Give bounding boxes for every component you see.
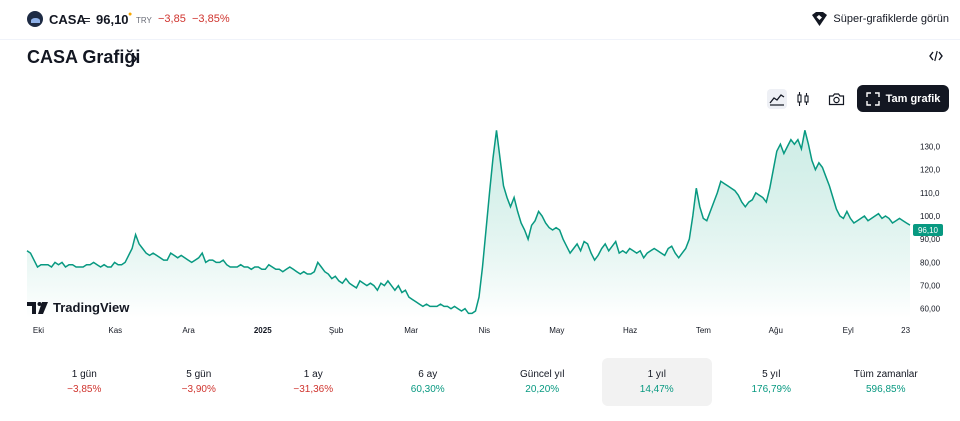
price-line [26,130,911,315]
market-status-icon: ● [128,11,133,18]
y-tick-label: 60,00 [920,305,941,314]
x-tick-label: Tem [696,326,711,335]
symbol-price: 96,10 [96,12,129,27]
period-label: 6 ay [418,369,438,380]
period-label: 5 gün [186,369,212,380]
x-tick-label: Eki [33,326,44,335]
symbol-header: CASA = 96,10 ● TRY −3,85 −3,85% Süper-gr… [0,0,960,40]
super-chart-label: Süper-grafiklerde görün [833,13,949,25]
x-tick-label: 2025 [254,326,272,335]
candles-icon [797,92,809,106]
period-performance-strip: 1 gün −3,85% 5 gün −3,90% 1 ay −31,36% 6 ay 60,… [27,358,943,406]
period-change: 14,47% [639,384,674,395]
period-label: 5 yıl [762,369,781,380]
area-chart-button[interactable] [767,89,787,109]
period-change: −3,90% [181,384,216,395]
x-tick-label: Kas [108,326,122,335]
period-button[interactable]: 5 yıl 176,79% [716,358,826,406]
y-tick-label: 70,00 [920,282,941,291]
price-change-percent: −3,85% [192,13,230,25]
period-label: 1 gün [71,369,97,380]
company-logo-icon [27,11,43,27]
period-button[interactable]: Güncel yıl 20,20% [487,358,597,406]
period-button[interactable]: 5 gün −3,90% [144,358,254,406]
symbol-separator: = [83,12,91,27]
x-tick-label: Şub [329,326,344,335]
y-tick-label: 80,00 [920,258,941,267]
x-tick-label: Ağu [769,326,783,335]
screenshot-button[interactable] [826,89,846,109]
period-label: 1 ay [303,369,323,380]
x-tick-label: Eyl [843,326,854,335]
area-chart-icon [769,94,785,106]
y-tick-label: 130,0 [920,143,941,152]
camera-icon [828,93,844,106]
price-change: −3,85 [158,13,186,25]
x-tick-label: Ara [182,326,195,335]
period-change: 60,30% [410,384,445,395]
y-tick-label: 120,0 [920,166,941,175]
period-label: 1 yıl [647,369,666,380]
candles-button[interactable] [793,89,813,109]
period-change: 176,79% [751,384,791,395]
y-tick-label: 100,0 [920,212,941,221]
period-button[interactable]: Tüm zamanlar 596,85% [831,358,941,406]
x-tick-label: May [549,326,564,335]
x-tick-label: Nis [479,326,491,335]
tradingview-logo-text: TradingView [53,300,130,315]
page-title[interactable]: CASA Grafiği [27,47,141,67]
x-tick-label: 23 [901,326,910,335]
tradingview-logo-icon [27,301,48,314]
currency-label: TRY [136,16,152,25]
period-label: Tüm zamanlar [853,369,918,380]
symbol-name[interactable]: CASA [49,12,86,27]
period-change: −3,85% [67,384,102,395]
period-change: −31,36% [293,384,334,395]
super-chart-icon [812,12,828,26]
period-button[interactable]: 6 ay 60,30% [373,358,483,406]
period-label: Güncel yıl [520,369,565,380]
x-tick-label: Mar [404,326,418,335]
full-chart-button[interactable]: Tam grafik [857,85,949,112]
tradingview-logo[interactable]: TradingView [27,300,129,315]
period-button[interactable]: 1 yıl 14,47% [601,358,712,406]
last-price-label: 96,10 [913,224,943,236]
period-button[interactable]: 1 gün −3,85% [29,358,139,406]
fullscreen-icon [865,91,880,106]
period-change: 20,20% [525,384,560,395]
period-button[interactable]: 1 ay −31,36% [258,358,368,406]
period-change: 596,85% [866,384,906,395]
title-chevron-icon[interactable]: › [132,48,138,67]
price-area-fill [27,130,910,318]
y-tick-label: 110,0 [920,189,940,198]
embed-code-icon[interactable] [929,49,943,63]
y-tick-label: 90,00 [920,235,941,244]
x-tick-label: Haz [623,326,637,335]
super-chart-link[interactable]: Süper-grafiklerde görün [811,11,949,27]
full-chart-label: Tam grafik [885,92,941,105]
